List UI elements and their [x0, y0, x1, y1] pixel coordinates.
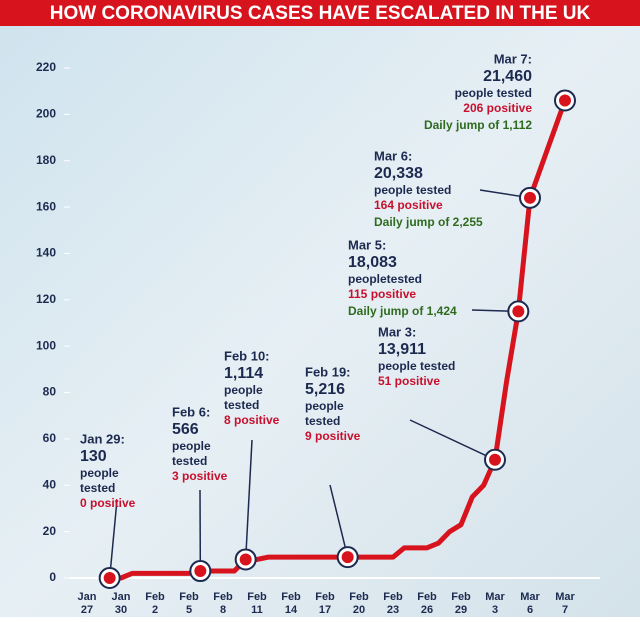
- annotation-positive: 51 positive: [378, 374, 440, 388]
- annotation-tested: tested: [305, 414, 340, 428]
- annotation-positive: 9 positive: [305, 429, 361, 443]
- annotation-tested: people: [172, 439, 211, 453]
- x-tick-month: Mar: [555, 591, 575, 603]
- x-tick-day: 27: [81, 604, 93, 616]
- x-tick-day: 20: [353, 604, 365, 616]
- annotation-positive: 0 positive: [80, 496, 136, 510]
- y-tick-label: 140: [36, 246, 56, 260]
- annotation-date: Jan 29:: [80, 431, 125, 446]
- y-tick-label: 80: [43, 385, 57, 399]
- annotation-count: 130: [80, 448, 107, 465]
- point: [559, 94, 571, 106]
- annotation-tested: tested: [80, 481, 115, 495]
- annotation-date: Feb 6:: [172, 404, 210, 419]
- x-tick-month: Feb: [315, 591, 335, 603]
- x-tick-month: Feb: [281, 591, 301, 603]
- x-tick-month: Feb: [179, 591, 199, 603]
- annotation-date: Feb 19:: [305, 364, 351, 379]
- annotation-positive: 3 positive: [172, 469, 228, 483]
- y-tick-label: 120: [36, 292, 56, 306]
- annotation-count: 20,338: [374, 165, 423, 182]
- annotation-jump: Daily jump of 1,424: [348, 304, 457, 318]
- x-tick-day: 11: [251, 604, 263, 616]
- annotation-count: 21,460: [483, 68, 532, 85]
- annotation-count: 1,114: [224, 365, 263, 382]
- annotation-date: Mar 6:: [374, 148, 412, 163]
- x-tick-day: 30: [115, 604, 127, 616]
- x-tick-day: 26: [421, 604, 433, 616]
- annotation-count: 13,911: [378, 341, 426, 358]
- annotation-jump: Daily jump of 1,112: [424, 118, 532, 132]
- annotation-positive: 8 positive: [224, 413, 280, 427]
- x-tick-month: Mar: [520, 591, 540, 603]
- y-tick-label: 20: [43, 524, 57, 538]
- annotation-tested: people tested: [455, 86, 532, 100]
- x-tick-month: Feb: [383, 591, 403, 603]
- x-tick-day: 14: [285, 604, 298, 616]
- x-tick-month: Feb: [247, 591, 267, 603]
- y-tick-label: 160: [36, 199, 56, 213]
- point: [240, 553, 252, 565]
- point: [489, 454, 501, 466]
- annotation-date: Mar 7:: [494, 51, 532, 66]
- annotation-date: Feb 10:: [224, 348, 270, 363]
- point: [342, 551, 354, 563]
- x-tick-month: Feb: [213, 591, 233, 603]
- annotation-count: 5,216: [305, 381, 345, 398]
- x-tick-day: 5: [186, 604, 192, 616]
- annotation-count: 18,083: [348, 254, 397, 271]
- x-tick-month: Jan: [78, 591, 97, 603]
- x-tick-day: 7: [562, 604, 568, 616]
- x-tick-day: 2: [152, 604, 158, 616]
- annotation-positive: 206 positive: [463, 101, 532, 115]
- point: [194, 565, 206, 577]
- annotation-tested: people: [305, 399, 344, 413]
- x-tick-day: 17: [319, 604, 331, 616]
- x-tick-day: 8: [220, 604, 226, 616]
- annotation-tested: people tested: [378, 359, 455, 373]
- y-tick-label: 200: [36, 107, 56, 121]
- point: [512, 305, 524, 317]
- x-tick-month: Jan: [112, 591, 131, 603]
- annotation-date: Mar 5:: [348, 237, 386, 252]
- annotation-jump: Daily jump of 2,255: [374, 215, 483, 229]
- point: [524, 192, 536, 204]
- annotation-positive: 164 positive: [374, 198, 443, 212]
- x-tick-month: Feb: [349, 591, 369, 603]
- annotation-positive: 115 positive: [348, 287, 416, 301]
- x-tick-day: 3: [492, 604, 498, 616]
- annotation-tested: peopletested: [348, 272, 422, 286]
- annotation-tested: people: [224, 383, 263, 397]
- y-tick-label: 40: [43, 477, 57, 491]
- y-tick-label: 0: [49, 570, 56, 584]
- x-tick-day: 23: [387, 604, 399, 616]
- y-tick-label: 220: [36, 60, 56, 74]
- annotation-tested: tested: [172, 454, 207, 468]
- annotation-tested: people: [80, 466, 119, 480]
- x-tick-month: Feb: [451, 591, 471, 603]
- x-tick-month: Feb: [417, 591, 437, 603]
- annotation-tested: people tested: [374, 183, 451, 197]
- y-tick-label: 180: [36, 153, 56, 167]
- x-tick-month: Feb: [145, 591, 165, 603]
- chart-title: HOW CORONAVIRUS CASES HAVE ESCALATED IN …: [50, 3, 591, 24]
- annotation-tested: tested: [224, 398, 259, 412]
- y-tick-label: 100: [36, 338, 56, 352]
- x-tick-day: 6: [527, 604, 533, 616]
- point: [104, 572, 116, 584]
- x-tick-month: Mar: [485, 591, 505, 603]
- annotation-date: Mar 3:: [378, 324, 416, 339]
- x-tick-day: 29: [455, 604, 467, 616]
- annotation-count: 566: [172, 421, 199, 438]
- y-tick-label: 60: [43, 431, 57, 445]
